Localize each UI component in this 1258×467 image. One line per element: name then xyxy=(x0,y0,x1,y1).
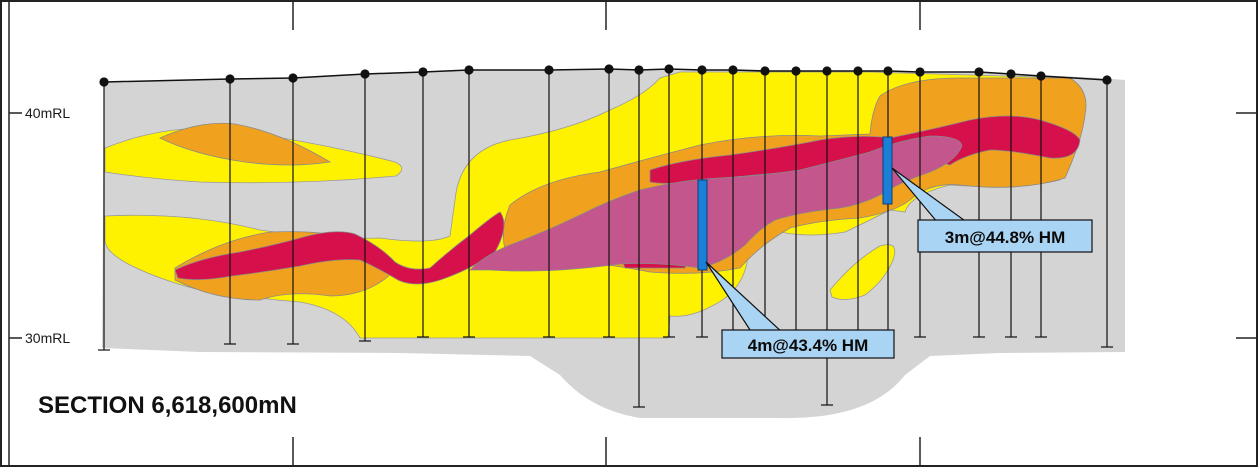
callout-1-box xyxy=(721,329,895,359)
rl-label-30: 30mRL xyxy=(25,330,70,346)
intercept-bar-2 xyxy=(882,136,893,205)
callout-2-box xyxy=(917,219,1093,253)
callout-2-label: 3m@44.8% HM xyxy=(945,228,1066,247)
callout-1: 4m@43.4% HM xyxy=(705,261,895,359)
rl-label-40: 40mRL xyxy=(25,105,70,121)
frame-ticks xyxy=(9,1,1257,466)
very-high-grade-zone xyxy=(469,135,963,272)
callout-2: 3m@44.8% HM xyxy=(891,167,1093,253)
topographic-surface xyxy=(103,68,1108,83)
intercept-bar-1 xyxy=(697,179,708,271)
drillholes xyxy=(98,64,1113,408)
section-title: SECTION 6,618,600mN xyxy=(38,392,297,419)
callout-1-label: 4m@43.4% HM xyxy=(748,336,869,355)
